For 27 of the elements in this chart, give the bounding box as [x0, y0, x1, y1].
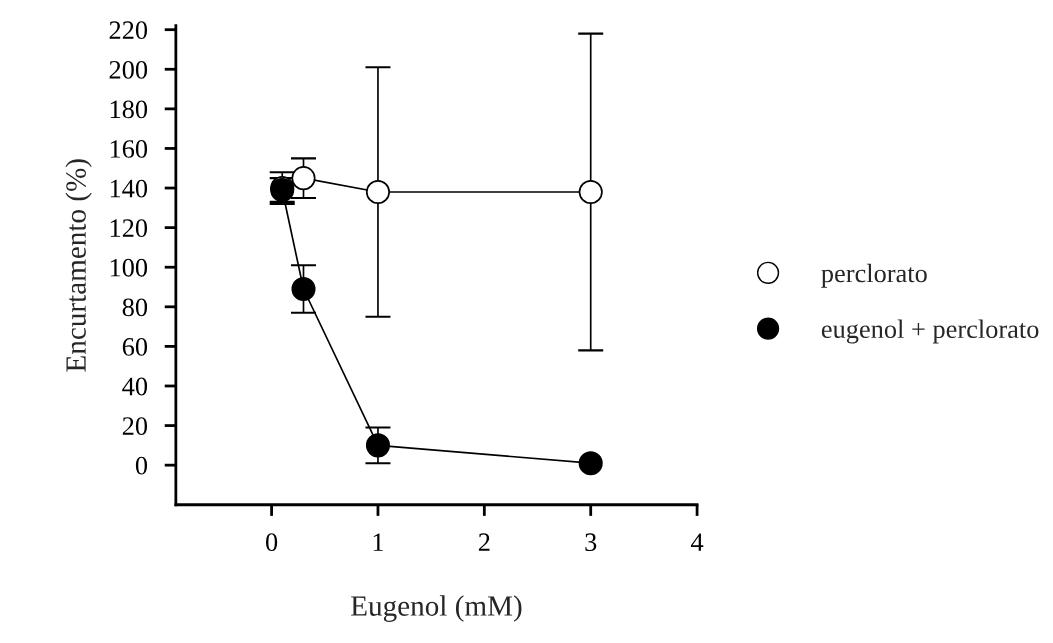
legend-label: eugenol + perclorato — [821, 319, 1039, 344]
point — [365, 433, 390, 458]
y-tick-label: 120 — [110, 219, 148, 238]
y-tick-label: 140 — [110, 179, 148, 198]
x-tick-label: 4 — [691, 533, 704, 551]
x-tick-label: 0 — [266, 533, 278, 552]
y-axis-title: Encurtamento (%) — [65, 159, 92, 372]
x-tick-label: 1 — [373, 533, 383, 551]
point — [578, 451, 603, 476]
y-tick-label: 60 — [122, 338, 148, 356]
y-tick-label: 0 — [135, 456, 148, 475]
y-tick-label: 160 — [110, 140, 148, 158]
y-tick-label: 40 — [122, 377, 148, 396]
y-tick-label: 20 — [122, 417, 148, 435]
y-tick-label: 100 — [110, 258, 148, 277]
y-tick-label: 200 — [109, 60, 148, 79]
point — [291, 166, 316, 191]
x-axis-title: Eugenol (mM) — [351, 595, 522, 622]
x-tick-label: 2 — [478, 533, 490, 551]
x-tick-label: 3 — [585, 533, 597, 552]
point — [291, 276, 316, 302]
legend-label: perclorato — [821, 263, 927, 288]
point — [578, 179, 603, 205]
y-tick-label: 180 — [110, 100, 148, 119]
y-tick-label: 220 — [109, 21, 148, 40]
y-tick-label: 80 — [122, 298, 148, 317]
point — [365, 179, 390, 205]
